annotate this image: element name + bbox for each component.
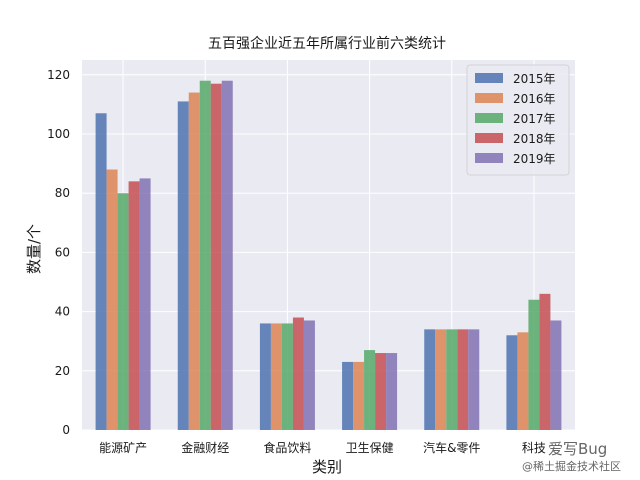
bar <box>364 350 376 430</box>
bar <box>128 181 140 430</box>
bar <box>95 113 107 430</box>
bar <box>353 361 365 430</box>
bar <box>270 323 282 430</box>
y-tick-label: 40 <box>55 305 70 319</box>
x-tick-labels: 能源矿产 金融财经 食品饮料 卫生保健 汽车&零件 科技 <box>99 440 546 455</box>
chart-title: 五百强企业近五年所属行业前六类统计 <box>208 35 446 52</box>
bar <box>199 80 211 430</box>
legend-label: 2019年 <box>513 152 556 166</box>
bar <box>292 317 304 430</box>
bar <box>457 329 469 430</box>
bar <box>117 193 129 430</box>
y-tick-label: 60 <box>55 245 70 259</box>
y-axis-label: 数量/个 <box>25 224 43 274</box>
bar <box>528 299 540 430</box>
x-axis-label: 类别 <box>312 458 342 476</box>
bar <box>259 323 271 430</box>
bar <box>435 329 447 430</box>
y-tick-label: 100 <box>47 127 70 141</box>
bar <box>424 329 436 430</box>
legend-swatch <box>475 93 503 103</box>
bar <box>342 361 354 430</box>
bar <box>177 101 189 430</box>
bar <box>139 178 151 430</box>
watermark-site: @稀土掘金技术社区 <box>522 460 621 473</box>
bar <box>188 92 200 430</box>
bar <box>517 332 529 430</box>
bar <box>375 353 387 430</box>
y-tick-label: 80 <box>55 186 70 200</box>
bar <box>281 323 293 430</box>
legend: 2015年 2016年 2017年 2018年 2019年 <box>466 64 570 176</box>
bar <box>386 353 398 430</box>
x-tick-label: 科技 <box>522 441 546 455</box>
x-tick-label: 金融财经 <box>181 440 229 455</box>
y-tick-label: 120 <box>47 68 70 82</box>
legend-label: 2017年 <box>513 112 556 126</box>
x-tick-label: 食品饮料 <box>263 440 311 455</box>
x-tick-label: 卫生保健 <box>346 441 394 455</box>
bar <box>506 335 518 430</box>
bar <box>468 329 480 430</box>
legend-label: 2018年 <box>513 132 556 146</box>
bars <box>95 80 562 431</box>
x-tick-label: 能源矿产 <box>99 441 147 455</box>
legend-swatch <box>475 153 503 163</box>
bar <box>221 80 233 430</box>
bar <box>210 83 222 431</box>
bar <box>550 320 562 430</box>
bar <box>539 293 551 430</box>
legend-swatch <box>475 113 503 123</box>
legend-box <box>466 64 570 176</box>
legend-swatch <box>475 133 503 143</box>
legend-label: 2015年 <box>513 72 556 86</box>
y-tick-label: 20 <box>55 364 70 378</box>
x-tick-label: 汽车&零件 <box>423 440 480 455</box>
legend-swatch <box>475 73 503 83</box>
bar <box>446 329 458 430</box>
y-tick-label: 0 <box>62 423 70 437</box>
legend-label: 2016年 <box>513 92 556 106</box>
y-tick-labels: 0 20 40 60 80 100 120 <box>47 68 70 437</box>
bar <box>106 169 118 430</box>
watermark-name: 爱写Bug <box>548 440 608 458</box>
bar <box>303 320 315 430</box>
